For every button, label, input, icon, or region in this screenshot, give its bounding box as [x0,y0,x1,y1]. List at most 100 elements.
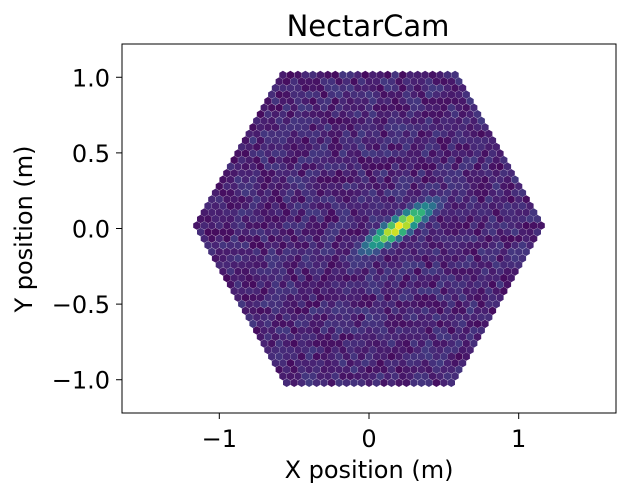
camera-pixel [346,201,354,211]
camera-pixel [226,241,235,250]
x-axis-label: X position (m) [285,456,454,484]
camera-pixel [298,234,306,243]
camera-pixel [380,103,388,112]
camera-pixel [361,110,369,119]
camera-pixel [305,208,313,217]
camera-pixel [305,221,313,230]
camera-pixel [425,90,433,99]
camera-pixel [249,241,257,250]
camera-pixel [298,142,306,152]
camera-pixel [440,286,448,296]
camera-pixel [429,162,437,171]
camera-pixel [399,332,407,342]
camera-pixel [286,345,294,355]
camera-pixel [410,247,418,256]
camera-pixel [455,247,463,256]
camera-pixel [500,169,508,178]
camera-pixel [451,267,459,276]
camera-pixel [451,149,459,158]
camera-pixel [253,155,261,165]
camera-pixel [436,201,444,211]
camera-pixel [492,299,500,309]
camera-pixel [447,378,455,387]
camera-pixel [376,149,384,158]
camera-pixel [294,70,302,80]
camera-pixel [331,214,339,224]
camera-pixel [327,129,336,139]
camera-pixel [316,241,324,250]
camera-pixel [313,182,321,191]
camera-pixel [384,175,392,184]
camera-pixel [462,208,470,217]
camera-pixel [462,129,470,139]
camera-pixel [458,96,467,106]
camera-pixel [488,201,497,211]
camera-pixel [279,358,287,368]
camera-pixel [335,169,343,178]
camera-pixel [417,299,425,309]
camera-pixel [466,188,474,198]
camera-pixel [380,247,388,256]
camera-pixel [350,103,358,112]
camera-pixel [275,234,283,243]
camera-pixel [279,241,287,250]
camera-pixel [470,326,478,335]
camera-pixel [429,358,437,368]
camera-pixel [522,208,530,217]
camera-pixel [294,123,302,132]
camera-pixel [271,123,280,132]
camera-pixel [473,306,482,315]
camera-pixel [372,90,381,99]
camera-pixel [365,129,373,139]
camera-pixel [256,123,265,132]
camera-pixel [339,201,347,211]
camera-pixel [485,129,493,139]
camera-pixel [522,195,530,204]
camera-pixel [350,90,358,99]
camera-pixel [518,241,527,250]
camera-pixel [395,182,403,191]
camera-pixel [327,195,336,204]
camera-pixel [436,227,444,237]
camera-pixel [365,116,373,126]
camera-pixel [335,299,343,309]
camera-pixel [425,313,433,322]
camera-pixel [354,162,362,171]
camera-pixel [290,273,298,283]
camera-pixel [301,319,309,329]
camera-pixel [324,227,332,237]
camera-pixel [444,372,452,381]
camera-pixel [507,182,515,191]
camera-pixel [230,247,238,256]
camera-pixel [241,214,250,224]
camera-pixel [466,201,474,211]
camera-pixel [301,96,309,106]
camera-pixel [402,116,411,126]
camera-pixel [414,358,422,368]
camera-pixel [447,90,455,99]
camera-pixel [496,201,504,211]
camera-pixel [327,313,336,322]
camera-pixel [238,195,246,204]
camera-pixel [488,227,497,237]
camera-pixel [447,221,455,230]
camera-pixel [357,247,366,256]
camera-pixel [511,267,519,276]
camera-pixel [466,123,474,132]
camera-pixel [256,332,265,342]
camera-pixel [279,162,287,171]
camera-pixel [305,352,313,361]
camera-pixel [309,96,317,106]
camera-pixel [342,77,351,86]
camera-pixel [346,227,354,237]
camera-pixel [301,372,309,381]
camera-pixel [294,136,302,145]
camera-pixel [380,90,388,99]
camera-pixel [410,326,418,335]
camera-pixel [429,188,437,198]
camera-pixel [429,241,437,250]
camera-pixel [335,103,343,112]
camera-pixel [444,162,452,171]
camera-pixel [271,96,280,106]
camera-pixel [436,332,444,342]
